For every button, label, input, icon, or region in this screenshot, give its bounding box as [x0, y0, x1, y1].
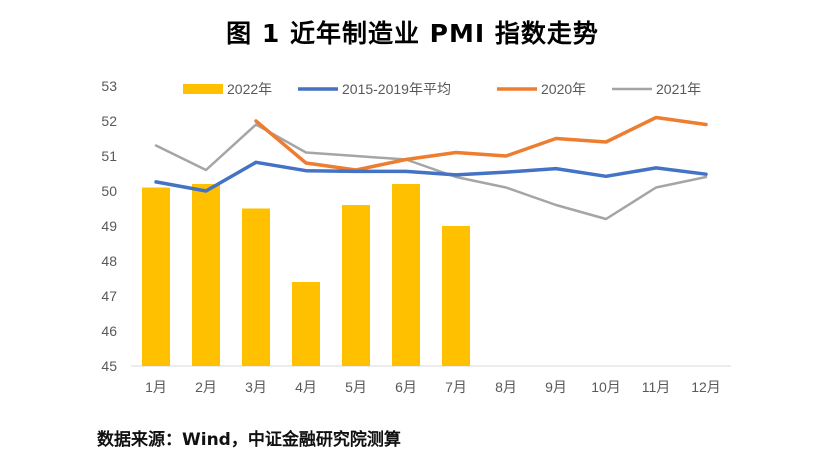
- source-note: 数据来源：Wind，中证金融研究院测算: [97, 430, 401, 450]
- legend-label: 2015-2019年平均: [342, 81, 451, 97]
- chart-title: 图 1 近年制造业 PMI 指数走势: [226, 19, 599, 48]
- y-tick-label: 53: [101, 78, 117, 94]
- x-tick-label: 12月: [691, 379, 721, 395]
- x-tick-label: 7月: [445, 379, 467, 395]
- bar-series: [142, 184, 470, 366]
- legend-label: 2022年: [227, 81, 272, 97]
- y-tick-label: 49: [101, 218, 117, 234]
- line-series-2021年: [154, 123, 708, 221]
- bar-1月: [142, 187, 170, 366]
- legend-label: 2020年: [541, 81, 586, 97]
- x-tick-label: 3月: [245, 379, 267, 395]
- line-series: [154, 115, 708, 221]
- bar-7月: [442, 226, 470, 366]
- legend-label: 2021年: [656, 81, 701, 97]
- x-tick-label: 9月: [545, 379, 567, 395]
- x-tick-label: 6月: [395, 379, 417, 395]
- x-axis: 1月 2月 3月 4月 5月 6月 7月 8月 9月 10月 11月 12月: [131, 365, 731, 395]
- y-tick-label: 51: [101, 148, 117, 164]
- y-tick-label: 48: [101, 253, 117, 269]
- line-series-2020年: [254, 115, 708, 172]
- legend: 2022年 2015-2019年平均 2020年 2021年: [183, 81, 701, 97]
- x-tick-label: 1月: [145, 379, 167, 395]
- legend-swatch: [183, 84, 223, 94]
- line-series-2015-2019年平均: [154, 160, 708, 193]
- y-tick-label: 52: [101, 113, 117, 129]
- y-tick-label: 50: [101, 183, 117, 199]
- x-tick-label: 2月: [195, 379, 217, 395]
- bar-2月: [192, 184, 220, 366]
- bar-5月: [342, 205, 370, 366]
- x-tick-label: 4月: [295, 379, 317, 395]
- bar-6月: [392, 184, 420, 366]
- x-tick-label: 5月: [345, 379, 367, 395]
- x-tick-label: 11月: [642, 379, 671, 395]
- y-tick-label: 46: [101, 323, 117, 339]
- y-tick-label: 47: [101, 288, 117, 304]
- bar-4月: [292, 282, 320, 366]
- y-axis: 45 46 47 48 49 50 51 52 53: [101, 78, 117, 374]
- x-tick-label: 8月: [495, 379, 517, 395]
- x-tick-label: 10月: [591, 379, 621, 395]
- y-tick-label: 45: [101, 358, 117, 374]
- bar-3月: [242, 208, 270, 366]
